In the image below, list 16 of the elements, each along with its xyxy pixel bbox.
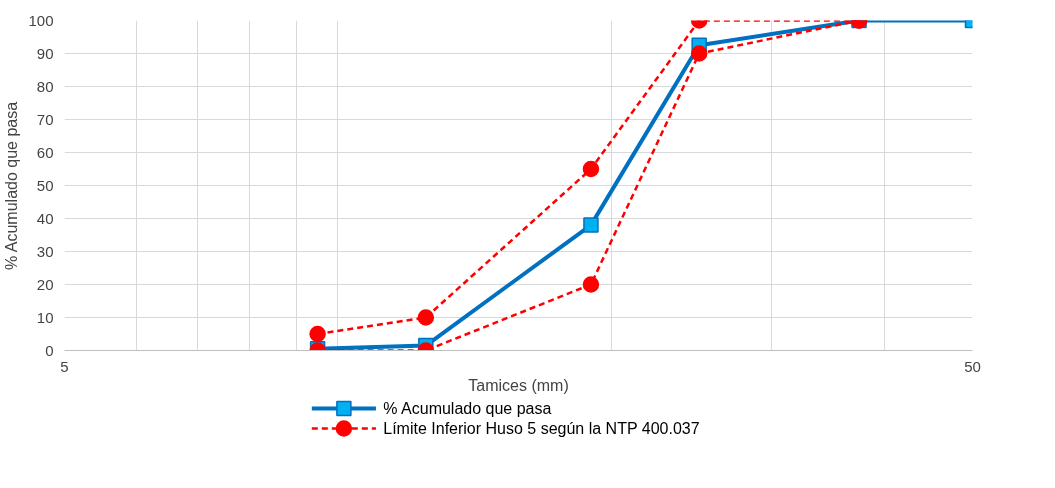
y-tick-label: 100 (28, 11, 54, 29)
y-tick-label: 20 (36, 275, 54, 293)
y-tick-label: 60 (36, 143, 54, 161)
y-tick-label: 70 (36, 110, 54, 128)
y-tick-label: 50 (36, 176, 54, 194)
y-tick-label: 10 (36, 308, 54, 326)
legend-label: Límite Inferior Huso 5 según la NTP 400.037 (383, 420, 700, 437)
y-axis-title: % Acumulado que pasa (3, 101, 21, 270)
y-tick-label: 40 (36, 209, 54, 227)
y-tick-label: 30 (36, 242, 54, 260)
y-tick-label: 0 (45, 341, 54, 359)
x-tick-label: 5 (60, 357, 69, 375)
y-tick-label: 90 (36, 44, 54, 62)
legend-label: % Acumulado que pasa (383, 400, 552, 417)
y-tick-label: 80 (36, 77, 54, 95)
x-axis-title: Tamices (mm) (468, 376, 569, 394)
